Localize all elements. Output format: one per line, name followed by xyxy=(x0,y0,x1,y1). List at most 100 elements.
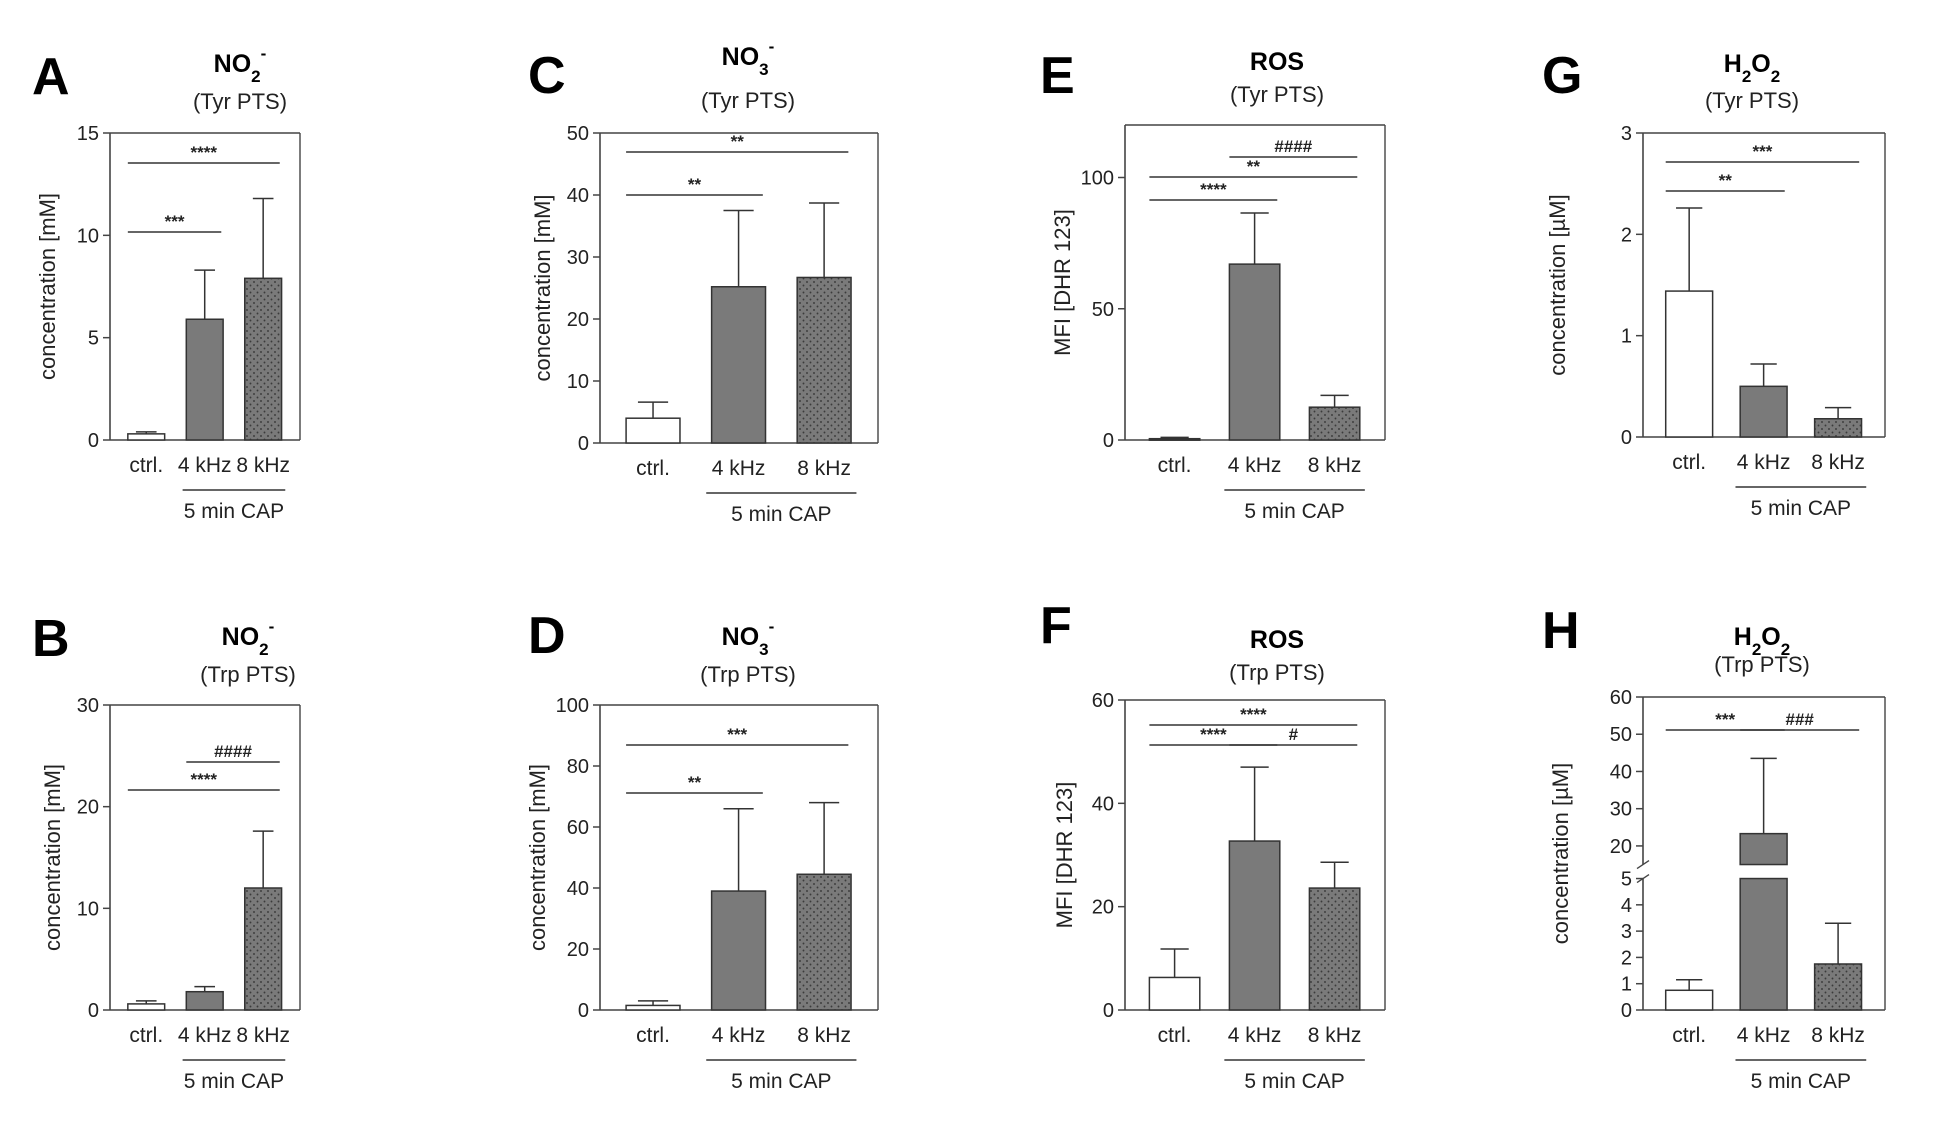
title-main: H xyxy=(1724,50,1742,78)
title-superscript: - xyxy=(261,44,267,63)
significance-label: *** xyxy=(1753,142,1773,161)
panel-label: F xyxy=(1040,597,1072,655)
panel-D: D NO3- (Trp PTS) 0 20 40 60 80 100 concentration … xyxy=(525,607,879,1093)
x-tick-label: 8 kHz xyxy=(1308,454,1362,477)
significance-label: **** xyxy=(191,770,218,789)
bar xyxy=(710,286,767,444)
y-tick-label: 100 xyxy=(556,695,589,717)
y-tick-label: 40 xyxy=(567,185,589,207)
bar xyxy=(127,433,166,441)
y-tick-label: 30 xyxy=(567,247,589,269)
y-tick-label: 30 xyxy=(77,695,99,717)
y-axis-label: concentration [mM] xyxy=(530,194,555,381)
y-tick-label: 20 xyxy=(77,797,99,819)
significance-label: *** xyxy=(165,212,185,231)
significance-label: #### xyxy=(1274,137,1312,156)
y-tick-label: 10 xyxy=(77,225,99,247)
group-label: 5 min CAP xyxy=(1244,1070,1344,1093)
significance-label: **** xyxy=(191,143,218,162)
bar xyxy=(1739,385,1788,438)
significance-label: ** xyxy=(1719,171,1733,190)
x-tick-label: 4 kHz xyxy=(1737,451,1791,474)
bar xyxy=(1308,887,1361,1011)
title-main: NO xyxy=(722,43,760,71)
y-tick-label: 5 xyxy=(88,328,99,350)
panel-B: B NO2- (Trp PTS) 0 10 20 30 concentration [mM] c… xyxy=(32,610,301,1093)
y-tick-label: 20 xyxy=(567,309,589,331)
x-tick-label: ctrl. xyxy=(1672,1024,1706,1047)
x-tick-label: ctrl. xyxy=(1158,454,1192,477)
title-main: ROS xyxy=(1250,48,1304,76)
bar xyxy=(625,417,681,444)
x-tick-label: 4 kHz xyxy=(712,1024,766,1047)
title-subscript: 2 xyxy=(1752,640,1761,659)
y-tick-label: 40 xyxy=(1092,793,1114,815)
chart-title: ROS xyxy=(1250,48,1304,76)
bar xyxy=(185,318,224,441)
chart-subtitle: (Trp PTS) xyxy=(1229,660,1325,685)
y-tick-label: 50 xyxy=(1092,299,1114,321)
chart-subtitle: (Trp PTS) xyxy=(200,662,296,687)
panel-E: E ROS (Tyr PTS) 0 50 100 MFI [DHR 123] ctrl. 4 k… xyxy=(1040,47,1386,523)
panel-label: E xyxy=(1040,47,1075,105)
title-subscript: 3 xyxy=(759,640,768,659)
chart-subtitle: (Tyr PTS) xyxy=(701,88,795,113)
group-label: 5 min CAP xyxy=(184,500,284,523)
bar xyxy=(185,990,224,1011)
chart-subtitle: (Trp PTS) xyxy=(700,662,796,687)
group-label: 5 min CAP xyxy=(731,503,831,526)
title-subscript-2: 2 xyxy=(1781,640,1790,659)
panel-label: A xyxy=(32,48,70,106)
title-subscript: 3 xyxy=(759,60,768,79)
significance-label: **** xyxy=(1200,180,1227,199)
bar xyxy=(1148,976,1201,1011)
y-tick-label: 0 xyxy=(578,1000,589,1022)
y-axis-label: concentration [mM] xyxy=(525,764,550,951)
y-tick-label: 1 xyxy=(1621,974,1632,996)
bar xyxy=(1739,877,1788,1011)
y-tick-label: 20 xyxy=(567,939,589,961)
panel-C: C NO3- (Tyr PTS) 0 10 20 30 40 50 concentration [… xyxy=(528,37,879,526)
bar xyxy=(625,1004,681,1011)
bar xyxy=(796,276,852,444)
y-tick-label: 0 xyxy=(1103,430,1114,452)
y-tick-label: 0 xyxy=(1621,1000,1632,1022)
group-label: 5 min CAP xyxy=(731,1070,831,1093)
group-label: 5 min CAP xyxy=(1244,500,1344,523)
y-axis-label: concentration [µM] xyxy=(1545,194,1570,375)
x-tick-label: 4 kHz xyxy=(1228,454,1282,477)
y-tick-label: 20 xyxy=(1610,836,1632,858)
bar xyxy=(1308,406,1361,441)
y-tick-label: 100 xyxy=(1081,168,1114,190)
bar xyxy=(1228,263,1281,441)
x-tick-label: 4 kHz xyxy=(178,454,232,477)
chart-subtitle: (Tyr PTS) xyxy=(193,89,287,114)
y-tick-label: 50 xyxy=(1610,724,1632,746)
y-tick-label: 30 xyxy=(1610,799,1632,821)
chart-title: H2O2 xyxy=(1724,50,1780,86)
panel-label: B xyxy=(32,610,70,668)
y-axis-label: concentration [mM] xyxy=(40,764,65,951)
chart-title: NO3- xyxy=(722,617,775,659)
panel-F: F ROS (Trp PTS) 0 20 40 60 MFI [DHR 123] ctrl. 4 … xyxy=(1040,597,1386,1093)
x-tick-label: 4 kHz xyxy=(178,1024,232,1047)
panel-H: H H2O2(Trp PTS)0123452030405060concentrat… xyxy=(1542,602,1886,1093)
y-tick-label: 2 xyxy=(1621,947,1632,969)
title-subscript-2: 2 xyxy=(1771,67,1780,86)
title-main: NO xyxy=(722,623,760,651)
title-subscript: 2 xyxy=(1742,67,1751,86)
bar xyxy=(244,887,283,1011)
bar xyxy=(1228,840,1281,1011)
significance-label: ** xyxy=(688,175,702,194)
y-tick-label: 0 xyxy=(88,1000,99,1022)
group-label: 5 min CAP xyxy=(1751,497,1851,520)
group-label: 5 min CAP xyxy=(184,1070,284,1093)
y-axis-label: MFI [DHR 123] xyxy=(1052,782,1077,929)
bar xyxy=(1813,963,1863,1011)
y-tick-label: 50 xyxy=(567,123,589,145)
title-mid: O xyxy=(1761,623,1780,651)
y-axis-label: MFI [DHR 123] xyxy=(1050,209,1075,356)
x-tick-label: 8 kHz xyxy=(236,454,290,477)
title-main: H xyxy=(1734,623,1752,651)
y-tick-label: 0 xyxy=(1103,1000,1114,1022)
